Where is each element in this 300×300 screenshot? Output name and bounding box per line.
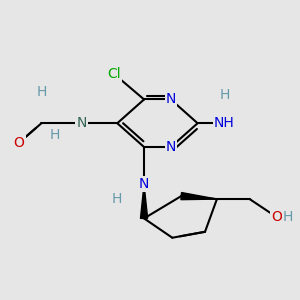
Text: H: H: [50, 128, 60, 142]
Text: O: O: [271, 210, 282, 224]
Text: H: H: [283, 210, 293, 224]
Text: H: H: [219, 88, 230, 102]
Text: N: N: [139, 177, 149, 191]
Text: Cl: Cl: [107, 67, 121, 81]
Text: N: N: [166, 140, 176, 154]
Text: H: H: [283, 210, 293, 224]
Polygon shape: [181, 193, 217, 200]
Text: O: O: [14, 136, 25, 150]
Text: NH: NH: [214, 116, 235, 130]
Text: N: N: [166, 92, 176, 106]
Text: O: O: [271, 210, 282, 224]
Text: N: N: [76, 116, 87, 130]
Text: H: H: [36, 85, 46, 99]
Text: H: H: [112, 192, 122, 206]
Polygon shape: [140, 184, 148, 218]
Text: H: H: [219, 88, 230, 102]
Text: NH: NH: [214, 116, 235, 130]
